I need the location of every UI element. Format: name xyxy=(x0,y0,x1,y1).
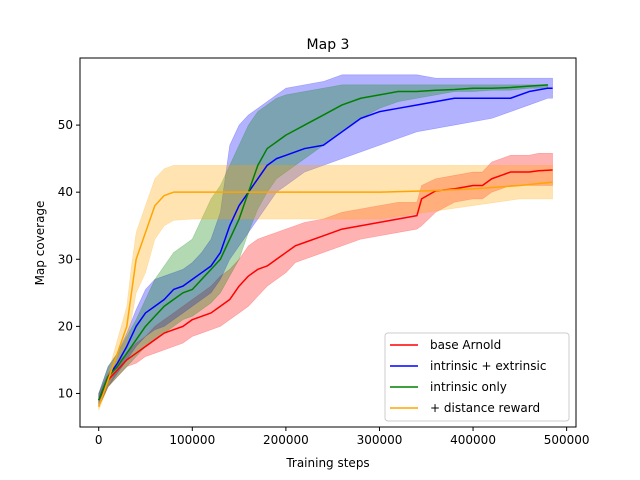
legend-label-intrinsic-only: intrinsic only xyxy=(430,380,507,394)
y-axis-ticks: 10 20 30 40 50 xyxy=(58,118,80,400)
confidence-bands xyxy=(98,74,553,411)
legend-label-base-arnold: base Arnold xyxy=(430,338,501,352)
legend-label-distance-reward: + distance reward xyxy=(430,401,540,415)
band-intrinsic-extrinsic xyxy=(98,74,553,407)
x-tick-label: 300000 xyxy=(357,433,403,447)
y-tick-label: 10 xyxy=(58,386,73,400)
x-axis-label: Training steps xyxy=(285,456,369,470)
series-lines xyxy=(98,84,553,408)
y-tick-label: 20 xyxy=(58,319,73,333)
y-axis-label: Map coverage xyxy=(33,201,47,286)
x-axis-ticks: 0 100000 200000 300000 400000 500000 xyxy=(95,427,590,447)
x-tick-label: 500000 xyxy=(544,433,590,447)
band-base-arnold xyxy=(98,152,553,407)
line-base-arnold xyxy=(98,169,553,401)
x-tick-label: 400000 xyxy=(450,433,496,447)
x-tick-label: 100000 xyxy=(169,433,215,447)
band-distance-reward xyxy=(98,165,553,411)
line-intrinsic-only xyxy=(98,84,548,401)
plot-frame xyxy=(79,57,577,428)
line-intrinsic-extrinsic xyxy=(98,87,553,401)
legend: base Arnold intrinsic + extrinsic intrinsi… xyxy=(384,332,570,422)
x-tick-label: 0 xyxy=(95,433,103,447)
y-tick-label: 50 xyxy=(58,118,73,132)
line-distance-reward xyxy=(98,181,553,408)
y-tick-label: 30 xyxy=(58,252,73,266)
legend-box xyxy=(384,332,570,422)
legend-label-intrinsic-extrinsic: intrinsic + extrinsic xyxy=(430,359,546,373)
y-tick-label: 40 xyxy=(58,185,73,199)
x-tick-label: 200000 xyxy=(263,433,309,447)
chart-title: Map 3 xyxy=(307,37,350,53)
